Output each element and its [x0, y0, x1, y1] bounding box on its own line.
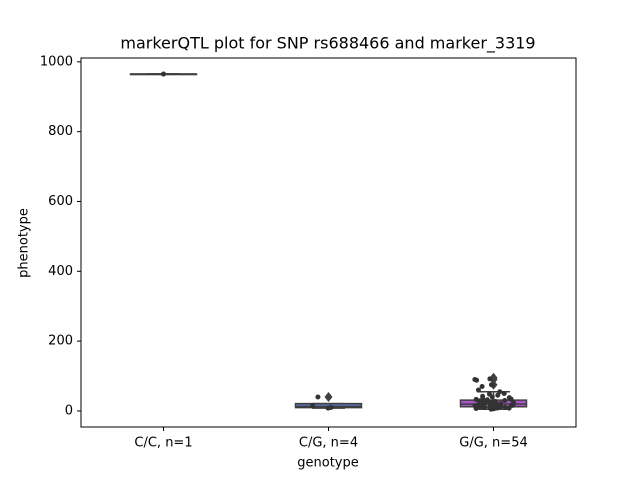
x-tick-label: G/G, n=54	[459, 436, 527, 451]
point	[315, 394, 321, 400]
point	[479, 384, 485, 390]
point	[484, 397, 490, 403]
y-tick-label: 0	[65, 403, 73, 418]
point	[472, 377, 478, 383]
point	[328, 404, 334, 410]
flier	[324, 391, 333, 402]
chart-title: markerQTL plot for SNP rs688466 and mark…	[120, 34, 535, 54]
point	[486, 391, 492, 397]
point	[488, 399, 494, 405]
y-tick-label: 1000	[40, 54, 73, 69]
point	[498, 401, 504, 407]
point	[497, 389, 503, 395]
point	[475, 387, 481, 393]
point	[480, 393, 486, 399]
y-tick-label: 400	[48, 264, 73, 279]
point	[487, 376, 493, 382]
point	[488, 382, 494, 388]
point	[161, 71, 166, 77]
x-tick-label: C/G, n=4	[299, 436, 358, 451]
x-axis-label: genotype	[297, 456, 358, 471]
point	[502, 404, 508, 410]
y-tick-label: 800	[48, 124, 73, 139]
y-axis-label: phenotype	[17, 208, 32, 278]
point	[501, 390, 507, 396]
point	[492, 399, 498, 405]
point	[511, 400, 517, 406]
point	[473, 396, 479, 402]
point	[506, 395, 512, 401]
point	[502, 397, 508, 403]
point	[310, 403, 316, 409]
x-tick-label: C/C, n=1	[134, 436, 192, 451]
y-tick-label: 600	[48, 194, 73, 209]
y-tick-label: 200	[48, 334, 73, 349]
plot-frame	[80, 57, 577, 428]
